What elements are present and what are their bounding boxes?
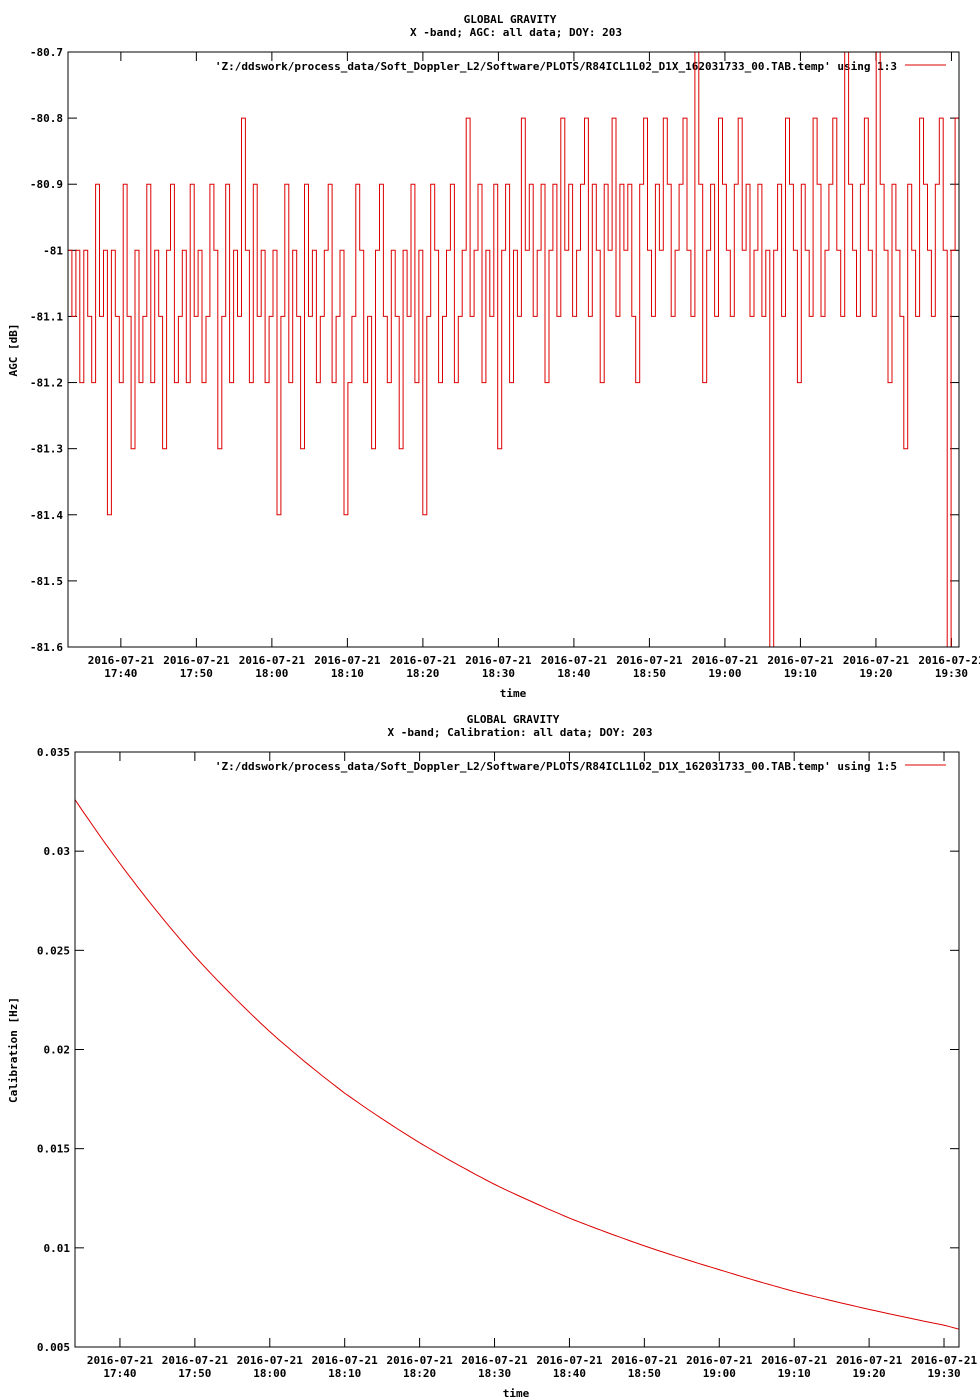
y-tick-label: 0.02 — [44, 1044, 71, 1057]
x-tick-date-label: 2016-07-21 — [312, 1354, 379, 1367]
x-tick-date-label: 2016-07-21 — [87, 1354, 154, 1367]
series-line — [74, 799, 960, 1330]
x-tick-date-label: 2016-07-21 — [911, 1354, 978, 1367]
plot-area — [68, 51, 960, 648]
x-tick-time-label: 17:50 — [180, 667, 213, 680]
plot-frame — [74, 751, 960, 1348]
x-tick-date-label: 2016-07-21 — [163, 654, 230, 667]
y-tick-label: 0.03 — [44, 845, 71, 858]
x-axis-label: time — [500, 687, 527, 700]
y-tick-label: -80.7 — [30, 46, 63, 59]
series-line — [68, 51, 960, 648]
x-tick-time-label: 19:30 — [927, 1367, 960, 1380]
tick-layer: 0.035 0.03 0.025 0.02 0.015 0.01 0.005 2016-07-… — [37, 746, 978, 1380]
y-tick-label: -81.3 — [30, 443, 63, 456]
legend-entry: 'Z:/ddswork/process_data/Soft_Doppler_L2… — [215, 60, 897, 73]
agc-chart: GLOBAL GRAVITY X -band; AGC: all data; D… — [7, 13, 980, 700]
y-tick-label: -81.2 — [30, 377, 63, 390]
y-tick-label: 0.035 — [37, 746, 70, 759]
x-tick-time-label: 18:30 — [482, 667, 515, 680]
x-tick-time-label: 18:00 — [253, 1367, 286, 1380]
plot-area — [74, 799, 960, 1330]
x-tick-date-label: 2016-07-21 — [536, 1354, 603, 1367]
y-tick-label: 0.015 — [37, 1143, 70, 1156]
x-tick-time-label: 18:50 — [633, 667, 666, 680]
x-tick-date-label: 2016-07-21 — [686, 1354, 753, 1367]
y-tick-label: 0.01 — [44, 1242, 71, 1255]
x-tick-time-label: 18:00 — [255, 667, 288, 680]
x-tick-time-label: 18:20 — [403, 1367, 436, 1380]
x-tick-date-label: 2016-07-21 — [162, 1354, 229, 1367]
x-tick-time-label: 17:40 — [103, 1367, 136, 1380]
x-tick-time-label: 19:00 — [703, 1367, 736, 1380]
x-tick-date-label: 2016-07-21 — [843, 654, 910, 667]
y-tick-label: -81.5 — [30, 575, 63, 588]
x-tick-date-label: 2016-07-21 — [918, 654, 980, 667]
x-tick-time-label: 18:10 — [328, 1367, 361, 1380]
x-tick-date-label: 2016-07-21 — [541, 654, 608, 667]
x-axis-label: time — [503, 1387, 530, 1400]
x-tick-date-label: 2016-07-21 — [767, 654, 834, 667]
x-tick-time-label: 18:50 — [628, 1367, 661, 1380]
x-tick-time-label: 17:40 — [104, 667, 137, 680]
x-tick-date-label: 2016-07-21 — [692, 654, 759, 667]
x-tick-time-label: 18:10 — [331, 667, 364, 680]
x-tick-time-label: 18:40 — [557, 667, 590, 680]
chart-title: GLOBAL GRAVITY — [467, 713, 560, 726]
y-tick-label: 0.005 — [37, 1341, 70, 1354]
x-tick-time-label: 18:30 — [478, 1367, 511, 1380]
x-tick-time-label: 18:20 — [406, 667, 439, 680]
y-tick-label: -80.9 — [30, 178, 63, 191]
y-axis-label: Calibration [Hz] — [7, 997, 20, 1103]
plot-frame — [67, 51, 960, 648]
x-tick-date-label: 2016-07-21 — [465, 654, 532, 667]
y-tick-label: -81.4 — [30, 509, 63, 522]
x-tick-date-label: 2016-07-21 — [239, 654, 306, 667]
x-tick-time-label: 19:20 — [853, 1367, 886, 1380]
x-tick-date-label: 2016-07-21 — [386, 1354, 453, 1367]
x-tick-date-label: 2016-07-21 — [314, 654, 381, 667]
y-tick-label: -81.1 — [30, 310, 63, 323]
y-tick-label: -81 — [43, 244, 63, 257]
x-tick-time-label: 19:30 — [935, 667, 968, 680]
x-tick-date-label: 2016-07-21 — [461, 1354, 528, 1367]
x-tick-date-label: 2016-07-21 — [836, 1354, 903, 1367]
x-tick-time-label: 19:00 — [708, 667, 741, 680]
x-tick-date-label: 2016-07-21 — [611, 1354, 678, 1367]
y-axis-label: AGC [dB] — [7, 324, 20, 377]
x-tick-time-label: 18:40 — [553, 1367, 586, 1380]
legend-entry: 'Z:/ddswork/process_data/Soft_Doppler_L2… — [215, 760, 897, 773]
y-tick-label: -81.6 — [30, 641, 63, 654]
chart-subtitle: X -band; AGC: all data; DOY: 203 — [410, 26, 622, 39]
calibration-chart: GLOBAL GRAVITY X -band; Calibration: all… — [7, 713, 978, 1400]
x-tick-date-label: 2016-07-21 — [390, 654, 457, 667]
y-tick-label: -80.8 — [30, 112, 63, 125]
x-tick-time-label: 17:50 — [178, 1367, 211, 1380]
y-tick-label: 0.025 — [37, 944, 70, 957]
x-tick-time-label: 19:10 — [784, 667, 817, 680]
chart-subtitle: X -band; Calibration: all data; DOY: 203 — [388, 726, 653, 739]
chart-title: GLOBAL GRAVITY — [464, 13, 557, 26]
x-tick-date-label: 2016-07-21 — [237, 1354, 304, 1367]
x-tick-date-label: 2016-07-21 — [88, 654, 155, 667]
x-tick-time-label: 19:10 — [778, 1367, 811, 1380]
tick-layer: -80.7 -80.8 -80.9 -81 -81.1 -81.2 -81.3 -81.4 -8… — [30, 46, 980, 680]
x-tick-time-label: 19:20 — [859, 667, 892, 680]
x-tick-date-label: 2016-07-21 — [616, 654, 683, 667]
x-tick-date-label: 2016-07-21 — [761, 1354, 828, 1367]
